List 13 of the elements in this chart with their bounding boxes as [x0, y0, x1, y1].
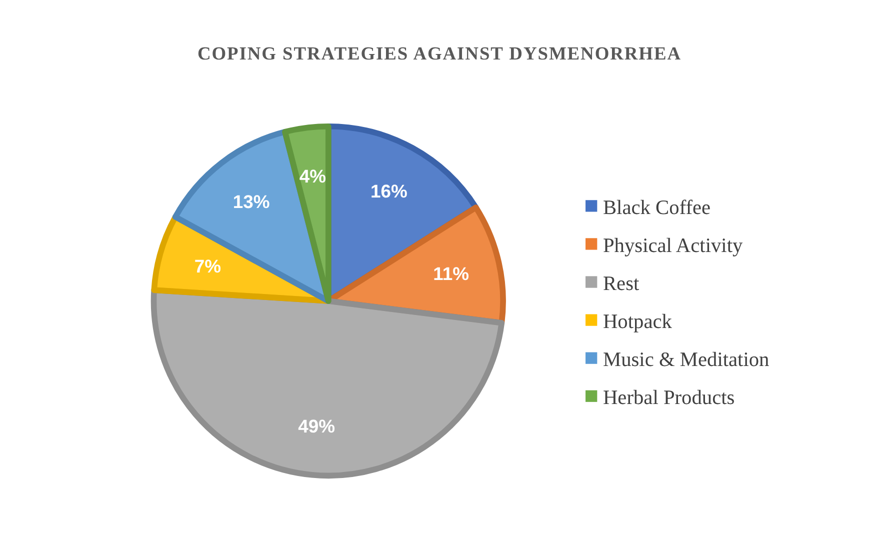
data-label: 49%	[298, 416, 336, 437]
data-label: 11%	[433, 263, 470, 284]
chart-title: COPING STRATEGIES AGAINST DYSMENORRHEA	[197, 43, 682, 64]
data-label: 13%	[232, 191, 270, 212]
legend-label: Hotpack	[602, 311, 673, 334]
legend-label: Herbal Products	[602, 387, 735, 410]
legend-label: Black Coffee	[602, 197, 711, 220]
data-label: 16%	[370, 180, 408, 202]
legend-label: Music & Meditation	[602, 349, 770, 372]
data-label: 4%	[299, 166, 326, 187]
data-label: 7%	[194, 255, 221, 276]
legend-label: Physical Activity	[602, 235, 744, 258]
legend-label: Rest	[602, 273, 640, 296]
